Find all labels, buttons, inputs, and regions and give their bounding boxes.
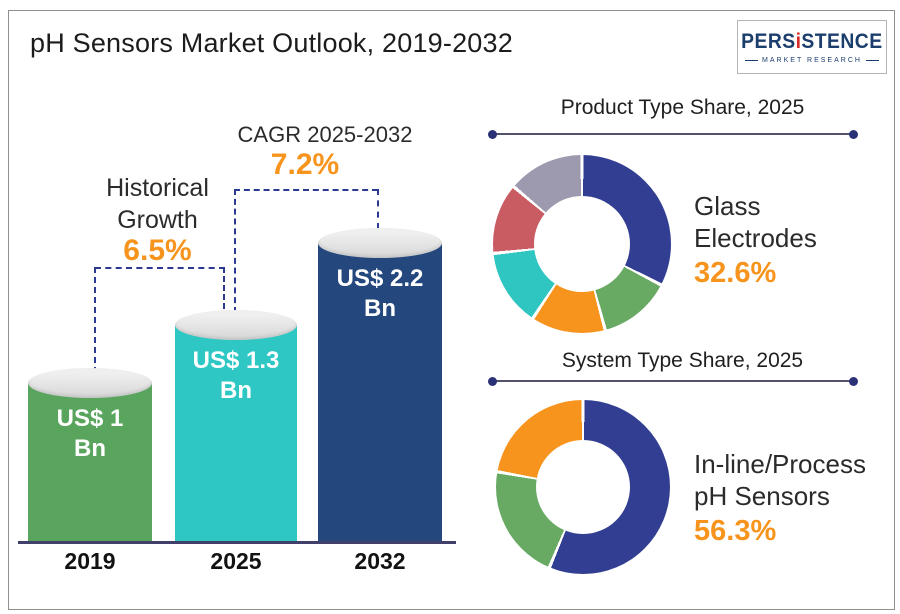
x-tick-2032: 2032 [354,548,406,574]
bar-2025-top-ellipse [175,310,297,340]
product-divider-left-dot [488,129,497,139]
bar-2025-value-label: US$ 1.3 Bn [175,346,297,406]
cagr-bracket-right-drop [377,189,379,229]
logo-brand-post: STENCE [801,30,883,53]
bar-2032-value-line1: US$ 2.2 [336,265,424,292]
bar-2032-body [318,243,442,541]
bar-2032-value-line2: Bn [364,295,396,322]
product-type-donut-chart [493,155,671,333]
system-highlight-line1: In-line/Process [694,449,866,479]
product-highlight-line2: Electrodes [694,222,817,253]
bar-2019-value-line1: US$ 1 [56,405,124,432]
historical-bracket-right-drop [223,267,225,309]
bar-2025-body [175,325,297,541]
historical-growth-label: Historical Growth [85,172,230,236]
x-tick-2025: 2025 [210,548,262,574]
bar-2025-value-line2: Bn [220,377,252,404]
system-type-donut-chart [496,400,670,574]
bar-2019-body [28,383,152,541]
bar-2019-value-line2: Bn [74,435,106,462]
logo-left-line [745,60,759,61]
system-highlight-line2: pH Sensors [694,480,830,511]
product-highlight-value: 32.6% [694,257,777,290]
bar-2032-value-label: US$ 2.2 Bn [318,264,442,324]
x-axis-line [18,541,456,544]
historical-bracket-horizontal [95,267,225,269]
system-highlight-value: 56.3% [694,515,777,548]
bar-2032-top-ellipse [318,228,442,258]
page-title: pH Sensors Market Outlook, 2019-2032 [30,28,513,58]
historical-bracket-left-drop [94,267,96,373]
persistence-logo: PERSiSTENCE MARKET RESEARCH [737,20,887,74]
product-divider-line [488,129,858,139]
system-divider-line [488,376,858,386]
bar-2032: US$ 2.2 Bn [318,228,442,541]
historical-growth-line2: Growth [117,206,198,234]
system-donut-highlight: In-line/Process pH Sensors 56.3% [694,449,889,548]
bar-2019-top-ellipse [28,368,152,398]
cagr-value: 7.2% [270,148,340,181]
logo-right-line [865,60,879,61]
bar-2025-value-line1: US$ 1.3 [192,347,280,374]
bar-2025: US$ 1.3 Bn [175,310,297,541]
logo-tagline: MARKET RESEARCH [762,57,862,64]
bar-2019-value-label: US$ 1 Bn [28,404,152,464]
bar-2019: US$ 1 Bn [28,368,152,541]
product-highlight-line1: Glass [694,191,761,221]
system-donut-hole [536,440,630,534]
product-divider-right-dot [849,129,858,139]
logo-tagline-row: MARKET RESEARCH [745,57,879,64]
system-divider-left-dot [488,376,497,386]
x-tick-2019: 2019 [64,548,116,574]
product-donut-hole [534,196,630,292]
product-donut-highlight: Glass Electrodes 32.6% [694,191,879,290]
logo-brand-i: i [795,30,802,53]
logo-brand-pre: PERS [741,30,796,53]
system-divider-right-dot [849,376,858,386]
historical-growth-value: 6.5% [123,234,192,267]
logo-brand-text: PERSiSTENCE [741,30,882,54]
cagr-bracket-horizontal [234,189,378,191]
product-donut-title: Product Type Share, 2025 [560,96,805,119]
cagr-bracket-left-drop [234,189,236,313]
historical-growth-line1: Historical [106,174,209,202]
system-donut-title: System Type Share, 2025 [561,349,804,372]
cagr-label: CAGR 2025-2032 [237,122,413,147]
